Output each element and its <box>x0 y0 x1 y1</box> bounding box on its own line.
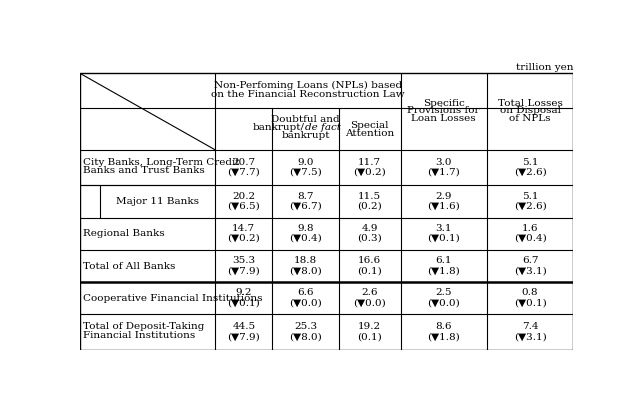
Text: Major 11 Banks: Major 11 Banks <box>117 197 199 206</box>
Text: (▼7.9): (▼7.9) <box>227 266 260 275</box>
Text: 4.9: 4.9 <box>361 224 378 233</box>
Text: (▼0.1): (▼0.1) <box>427 234 460 243</box>
Text: (▼1.8): (▼1.8) <box>427 332 460 341</box>
Text: Specific: Specific <box>423 99 464 108</box>
Text: of NPLs: of NPLs <box>510 114 551 123</box>
Text: on Disposal: on Disposal <box>499 106 561 115</box>
Text: 18.8: 18.8 <box>294 256 317 265</box>
Text: trillion yen: trillion yen <box>516 62 573 72</box>
Text: Regional Banks: Regional Banks <box>83 229 165 238</box>
Text: (▼0.0): (▼0.0) <box>354 298 386 307</box>
Text: (▼2.6): (▼2.6) <box>513 168 547 177</box>
Text: 9.0: 9.0 <box>297 158 314 167</box>
Text: (▼2.6): (▼2.6) <box>513 202 547 211</box>
Text: 14.7: 14.7 <box>233 224 255 233</box>
Text: Provisions for: Provisions for <box>408 106 480 115</box>
Text: (▼7.5): (▼7.5) <box>289 168 322 177</box>
Text: 5.1: 5.1 <box>522 191 538 200</box>
Text: Special: Special <box>350 121 389 130</box>
Text: (0.1): (0.1) <box>357 332 382 341</box>
Text: (▼0.4): (▼0.4) <box>513 234 547 243</box>
Text: (▼1.8): (▼1.8) <box>427 266 460 275</box>
Text: 8.6: 8.6 <box>436 322 452 331</box>
Text: 7.4: 7.4 <box>522 322 538 331</box>
Text: (▼7.7): (▼7.7) <box>227 168 260 177</box>
Text: (▼0.2): (▼0.2) <box>354 168 386 177</box>
Text: 6.1: 6.1 <box>436 256 452 265</box>
Text: (▼8.0): (▼8.0) <box>289 332 322 341</box>
Text: Banks and Trust Banks: Banks and Trust Banks <box>83 166 205 175</box>
Text: (▼0.1): (▼0.1) <box>513 298 547 307</box>
Text: 19.2: 19.2 <box>358 322 381 331</box>
Text: 8.7: 8.7 <box>297 191 314 200</box>
Text: 25.3: 25.3 <box>294 322 317 331</box>
Text: 2.6: 2.6 <box>361 288 378 298</box>
Text: (▼7.9): (▼7.9) <box>227 332 260 341</box>
Text: (▼1.7): (▼1.7) <box>427 168 460 177</box>
Text: 3.1: 3.1 <box>436 224 452 233</box>
Text: 9.8: 9.8 <box>297 224 314 233</box>
Text: (▼6.5): (▼6.5) <box>227 202 260 211</box>
Text: 20.2: 20.2 <box>233 191 255 200</box>
Text: 3.0: 3.0 <box>436 158 452 167</box>
Text: (▼3.1): (▼3.1) <box>513 266 547 275</box>
Text: (0.2): (0.2) <box>357 202 382 211</box>
Text: 9.2: 9.2 <box>236 288 252 298</box>
Text: Financial Institutions: Financial Institutions <box>83 331 196 340</box>
Text: 35.3: 35.3 <box>233 256 255 265</box>
Text: de fact: de fact <box>305 123 341 132</box>
Text: 11.7: 11.7 <box>358 158 381 167</box>
Text: 1.6: 1.6 <box>522 224 538 233</box>
Text: 2.9: 2.9 <box>436 191 452 200</box>
Text: Cooperative Financial Institutions: Cooperative Financial Institutions <box>83 294 262 303</box>
Text: 5.1: 5.1 <box>522 158 538 167</box>
Text: on the Financial Reconstruction Law: on the Financial Reconstruction Law <box>211 90 404 99</box>
Text: bankrupt: bankrupt <box>281 131 330 140</box>
Text: 16.6: 16.6 <box>358 256 381 265</box>
Text: (▼0.4): (▼0.4) <box>289 234 322 243</box>
Text: (0.3): (0.3) <box>357 234 382 243</box>
Text: (▼0.0): (▼0.0) <box>289 298 322 307</box>
Text: (0.1): (0.1) <box>357 266 382 275</box>
Text: 20.7: 20.7 <box>233 158 255 167</box>
Text: (▼0.2): (▼0.2) <box>227 234 260 243</box>
Text: 6.6: 6.6 <box>297 288 314 298</box>
Text: (▼6.7): (▼6.7) <box>289 202 322 211</box>
Text: (▼3.1): (▼3.1) <box>513 332 547 341</box>
Text: 6.7: 6.7 <box>522 256 538 265</box>
Text: 44.5: 44.5 <box>233 322 255 331</box>
Text: (▼1.6): (▼1.6) <box>427 202 460 211</box>
Text: Total of All Banks: Total of All Banks <box>83 261 175 270</box>
Text: 2.5: 2.5 <box>436 288 452 298</box>
Text: City Banks, Long-Term Credit: City Banks, Long-Term Credit <box>83 158 240 167</box>
Text: Total of Deposit-Taking: Total of Deposit-Taking <box>83 322 204 331</box>
Text: Attention: Attention <box>345 129 394 138</box>
Text: Loan Losses: Loan Losses <box>412 114 476 123</box>
Text: (▼8.0): (▼8.0) <box>289 266 322 275</box>
Text: 0.8: 0.8 <box>522 288 538 298</box>
Text: Doubtful and: Doubtful and <box>271 115 340 124</box>
Text: Total Losses: Total Losses <box>497 99 562 108</box>
Text: (▼0.0): (▼0.0) <box>427 298 460 307</box>
Text: 11.5: 11.5 <box>358 191 381 200</box>
Text: Non-Perfoming Loans (NPLs) based: Non-Perfoming Loans (NPLs) based <box>214 81 402 90</box>
Text: (▼0.1): (▼0.1) <box>227 298 260 307</box>
Text: bankrupt/: bankrupt/ <box>253 123 305 132</box>
